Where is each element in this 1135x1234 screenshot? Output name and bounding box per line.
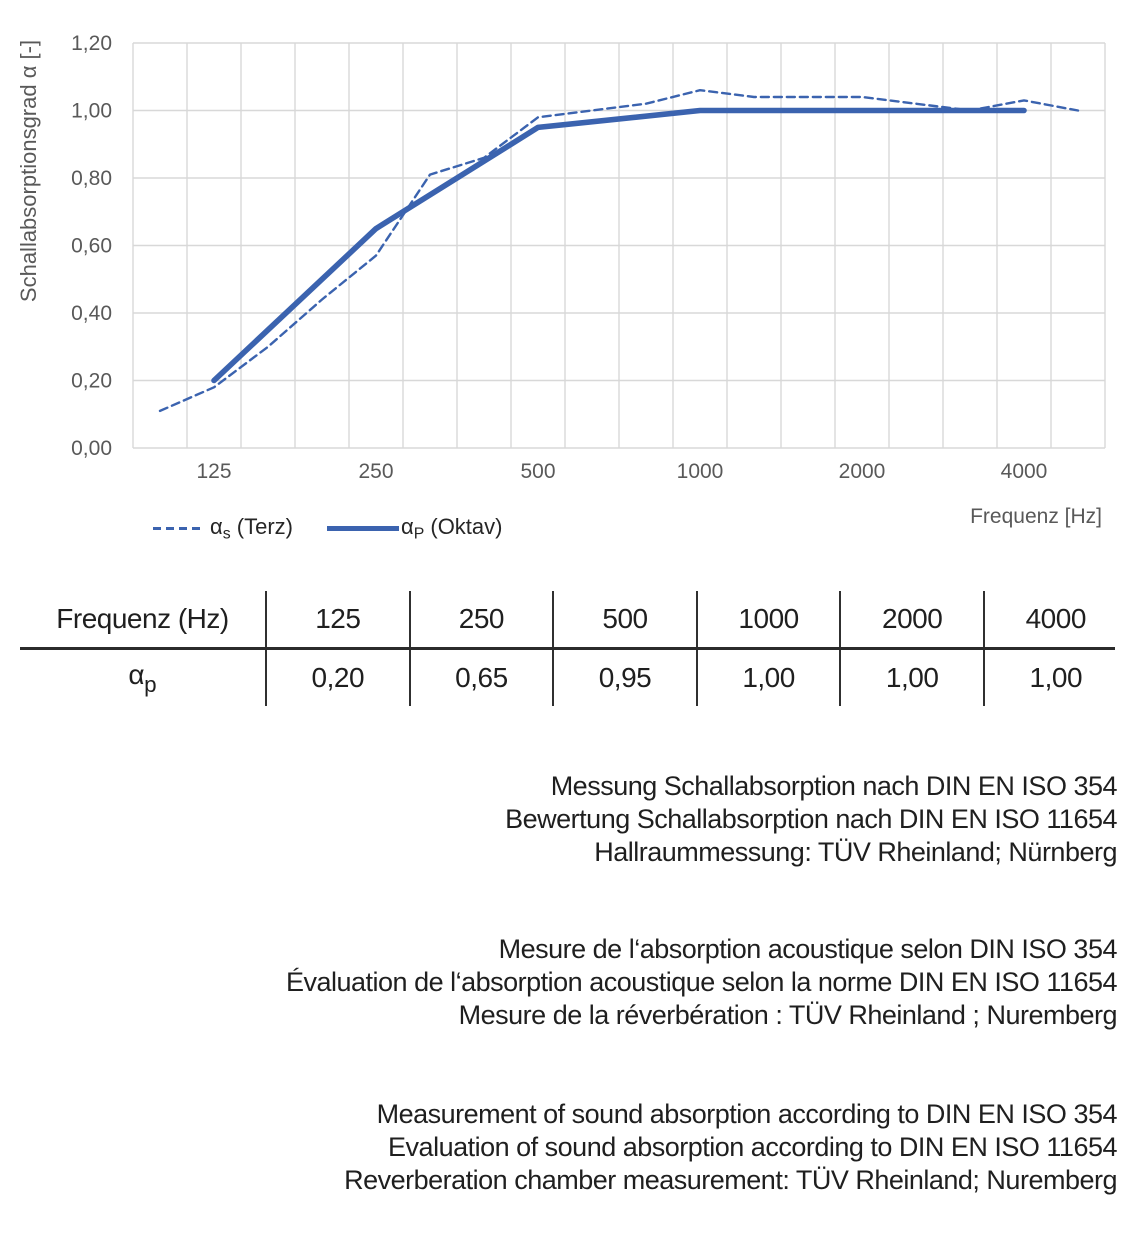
note-block-german: Messung Schallabsorption nach DIN EN ISO… (20, 770, 1117, 869)
absorption-table: Frequenz (Hz) 125 250 500 1000 2000 4000 αp 0,2… (20, 591, 1115, 706)
table-header-row: Frequenz (Hz) 125 250 500 1000 2000 4000 (20, 591, 1115, 650)
series-alpha-p-line (211, 107, 1027, 384)
table-value-cell: 0,95 (554, 650, 698, 706)
table-header-label: Frequenz (Hz) (20, 591, 267, 647)
x-tick-label: 125 (196, 460, 231, 483)
table-value-cell: 1,00 (841, 650, 985, 706)
chart-canvas: 0,00 0,20 0,40 0,60 0,80 1,00 1,20 125 250 500 100… (16, 32, 1106, 483)
table-row-label: αp (20, 650, 267, 706)
table-value-cell: 0,65 (411, 650, 555, 706)
table-header-cell: 125 (267, 591, 411, 647)
note-block-english: Measurement of sound absorption accordin… (20, 1098, 1117, 1197)
legend-label-alpha-p: αP (Oktav) (400, 514, 503, 543)
table-value-cell: 0,20 (267, 650, 411, 706)
y-tick-label: 0,80 (71, 167, 112, 190)
y-tick-label: 1,00 (71, 100, 112, 123)
table-value-cell: 1,00 (1029, 662, 1083, 693)
x-tick-label: 1000 (677, 460, 724, 483)
table-header-cell: 500 (554, 591, 698, 647)
note-line: Bewertung Schallabsorption nach DIN EN I… (505, 804, 1117, 834)
x-tick-label: 500 (520, 460, 555, 483)
table-header-cell: 4000 (1025, 603, 1087, 634)
note-line: Mesure de l‘absorption acoustique selon … (498, 934, 1118, 964)
note-line: Evaluation of sound absorption according… (388, 1132, 1117, 1162)
note-line: Reverberation chamber measurement: TÜV R… (344, 1165, 1117, 1195)
note-block-french: Mesure de l‘absorption acoustique selon … (20, 933, 1118, 1032)
x-tick-label: 2000 (839, 460, 886, 483)
legend-label-alpha-s: αs (Terz) (210, 514, 293, 543)
y-tick-label: 0,00 (71, 437, 112, 460)
note-line: Évaluation de l‘absorption acoustique se… (285, 967, 1118, 997)
y-axis-title: Schallabsorptionsgrad α [-] (16, 40, 41, 302)
x-tick-label: 250 (358, 460, 393, 483)
table-header-cell: 1000 (698, 591, 842, 647)
solid-line-swatch-icon (326, 526, 399, 532)
table-value-row: αp 0,20 0,65 0,95 1,00 1,00 1,00 (20, 650, 1115, 706)
x-axis-title: Frequenz [Hz] (970, 505, 1102, 528)
dashed-line-swatch-icon (153, 527, 201, 531)
chart-legend: αs (Terz) αP (Oktav) (153, 514, 502, 543)
legend-item-alpha-p: αP (Oktav) (326, 514, 503, 543)
y-tick-label: 0,40 (71, 302, 112, 325)
note-line: Measurement of sound absorption accordin… (376, 1099, 1118, 1129)
y-tick-label: 1,20 (71, 32, 112, 55)
series-alpha-s-line (158, 88, 1080, 413)
absorption-chart: 0,00 0,20 0,40 0,60 0,80 1,00 1,20 125 250 500 100… (0, 0, 1135, 495)
table-value-cell: 1,00 (698, 650, 842, 706)
y-tick-label: 0,60 (71, 235, 112, 258)
note-line: Hallraummessung: TÜV Rheinland; Nürnberg (594, 837, 1117, 867)
note-line: Mesure de la réverbération : TÜV Rheinla… (458, 1000, 1118, 1030)
note-line: Messung Schallabsorption nach DIN EN ISO… (550, 771, 1118, 801)
y-tick-label: 0,20 (71, 370, 112, 393)
x-tick-label: 4000 (1001, 460, 1048, 483)
legend-item-alpha-s: αs (Terz) (153, 514, 293, 543)
table-header-cell: 2000 (841, 591, 985, 647)
table-header-cell: 250 (411, 591, 555, 647)
